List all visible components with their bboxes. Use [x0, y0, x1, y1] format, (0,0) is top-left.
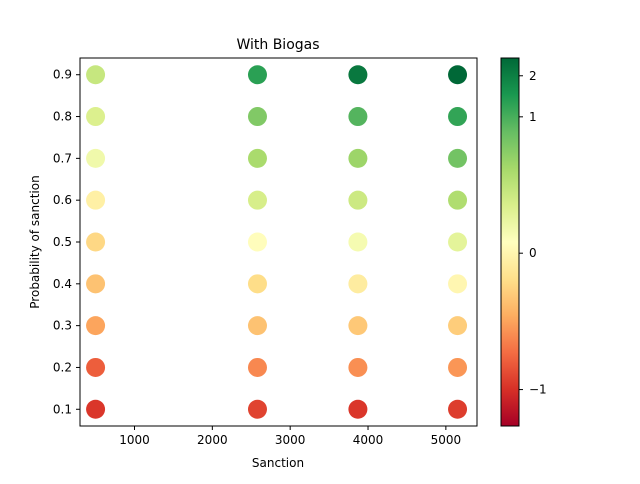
data-point — [247, 399, 267, 419]
y-tick-label: 0.8 — [53, 110, 72, 124]
data-point — [348, 65, 368, 85]
data-point — [448, 399, 468, 419]
y-tick-label: 0.5 — [53, 235, 72, 249]
data-point — [247, 357, 267, 377]
data-point — [86, 190, 106, 210]
data-point — [247, 232, 267, 252]
colorbar-frame — [500, 57, 520, 427]
plot-area — [79, 57, 478, 427]
y-tick-label: 0.3 — [53, 319, 72, 333]
data-point — [348, 232, 368, 252]
data-point — [86, 399, 106, 419]
data-point — [348, 148, 368, 168]
data-point — [448, 65, 468, 85]
y-tick-label: 0.7 — [53, 151, 72, 165]
colorbar-tick-label: 0 — [529, 246, 537, 260]
data-point — [247, 65, 267, 85]
y-tick-label: 0.6 — [53, 193, 72, 207]
data-point — [448, 357, 468, 377]
data-point — [86, 357, 106, 377]
y-axis-label: Probability of sanction — [28, 175, 42, 308]
data-point — [247, 148, 267, 168]
data-point — [448, 107, 468, 127]
points-layer — [86, 65, 468, 419]
x-axis-label: Sanction — [252, 456, 304, 470]
colorbar: −1 0 1 2 — [500, 57, 547, 427]
data-point — [247, 274, 267, 294]
data-point — [86, 65, 106, 85]
colorbar-ticks: −1 0 1 2 — [519, 69, 547, 397]
colorbar-gradient — [501, 58, 519, 426]
data-point — [448, 232, 468, 252]
x-tick-label: 3000 — [275, 433, 306, 447]
data-point — [247, 190, 267, 210]
data-point — [86, 316, 106, 336]
data-point — [448, 274, 468, 294]
x-tick-label: 4000 — [353, 433, 384, 447]
y-tick-label: 0.2 — [53, 360, 72, 374]
y-tick-label: 0.4 — [53, 277, 72, 291]
data-point — [247, 316, 267, 336]
data-point — [86, 232, 106, 252]
x-tick-label: 5000 — [431, 433, 462, 447]
chart-title: With Biogas — [236, 37, 319, 53]
x-tick-label: 1000 — [119, 433, 150, 447]
data-point — [348, 107, 368, 127]
colorbar-tick-label: 1 — [529, 110, 537, 124]
data-point — [86, 274, 106, 294]
y-tick-label: 0.9 — [53, 68, 72, 82]
data-point — [348, 274, 368, 294]
data-point — [348, 399, 368, 419]
y-tick-label: 0.1 — [53, 402, 72, 416]
data-point — [86, 107, 106, 127]
colorbar-tick-label: −1 — [529, 383, 547, 397]
data-point — [86, 148, 106, 168]
data-point — [448, 148, 468, 168]
y-axis: 0.1 0.2 0.3 0.4 0.5 0.6 0.7 0.8 0.9 — [53, 68, 80, 416]
data-point — [348, 316, 368, 336]
colorbar-tick-label: 2 — [529, 69, 537, 83]
data-point — [247, 107, 267, 127]
x-tick-label: 2000 — [197, 433, 228, 447]
data-point — [348, 357, 368, 377]
data-point — [348, 190, 368, 210]
data-point — [448, 190, 468, 210]
x-axis: 1000 2000 3000 4000 5000 — [119, 426, 461, 447]
data-point — [448, 316, 468, 336]
